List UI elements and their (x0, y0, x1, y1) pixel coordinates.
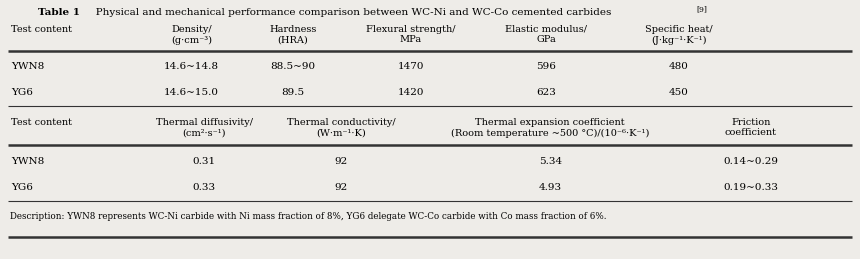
Text: 0.14~0.29: 0.14~0.29 (723, 157, 778, 166)
Text: Density/
(g·cm⁻³): Density/ (g·cm⁻³) (171, 25, 212, 45)
Text: 5.34: 5.34 (538, 157, 562, 166)
Text: YG6: YG6 (11, 88, 33, 97)
Text: [9]: [9] (696, 5, 707, 13)
Text: 92: 92 (335, 183, 348, 192)
Text: Flexural strength/
MPa: Flexural strength/ MPa (366, 25, 456, 44)
Text: Hardness
(HRA): Hardness (HRA) (269, 25, 316, 44)
Text: 450: 450 (669, 88, 689, 97)
Text: 480: 480 (669, 62, 689, 71)
Text: 88.5~90: 88.5~90 (270, 62, 316, 71)
Text: YG6: YG6 (11, 183, 33, 192)
Text: 89.5: 89.5 (281, 88, 304, 97)
Text: 14.6~14.8: 14.6~14.8 (164, 62, 219, 71)
Text: 0.19~0.33: 0.19~0.33 (723, 183, 778, 192)
Text: Physical and mechanical performance comparison between WC-Ni and WC-Co cemented : Physical and mechanical performance comp… (86, 8, 611, 17)
Text: 14.6~15.0: 14.6~15.0 (164, 88, 219, 97)
Text: YWN8: YWN8 (11, 157, 44, 166)
Text: 623: 623 (536, 88, 556, 97)
Text: Thermal conductivity/
(W·m⁻¹·K): Thermal conductivity/ (W·m⁻¹·K) (287, 118, 396, 138)
Text: Elastic modulus/
GPa: Elastic modulus/ GPa (505, 25, 587, 44)
Text: Friction
coefficient: Friction coefficient (725, 118, 777, 138)
Text: 4.93: 4.93 (538, 183, 562, 192)
Text: 0.33: 0.33 (193, 183, 216, 192)
Text: 596: 596 (536, 62, 556, 71)
Text: Description: YWN8 represents WC-Ni carbide with Ni mass fraction of 8%, YG6 dele: Description: YWN8 represents WC-Ni carbi… (10, 212, 606, 221)
Text: 1420: 1420 (398, 88, 424, 97)
Text: Test content: Test content (11, 25, 72, 34)
Text: 1470: 1470 (398, 62, 424, 71)
Text: Table 1: Table 1 (38, 8, 80, 17)
Text: Thermal expansion coefficient
(Room temperature ~500 °C)/(10⁻⁶·K⁻¹): Thermal expansion coefficient (Room temp… (452, 118, 649, 138)
Text: 0.31: 0.31 (193, 157, 216, 166)
Text: Thermal diffusivity/
(cm²·s⁻¹): Thermal diffusivity/ (cm²·s⁻¹) (156, 118, 253, 138)
Text: 92: 92 (335, 157, 348, 166)
Text: Specific heat/
(J·kg⁻¹·K⁻¹): Specific heat/ (J·kg⁻¹·K⁻¹) (645, 25, 713, 45)
Text: Test content: Test content (11, 118, 72, 127)
Text: YWN8: YWN8 (11, 62, 44, 71)
